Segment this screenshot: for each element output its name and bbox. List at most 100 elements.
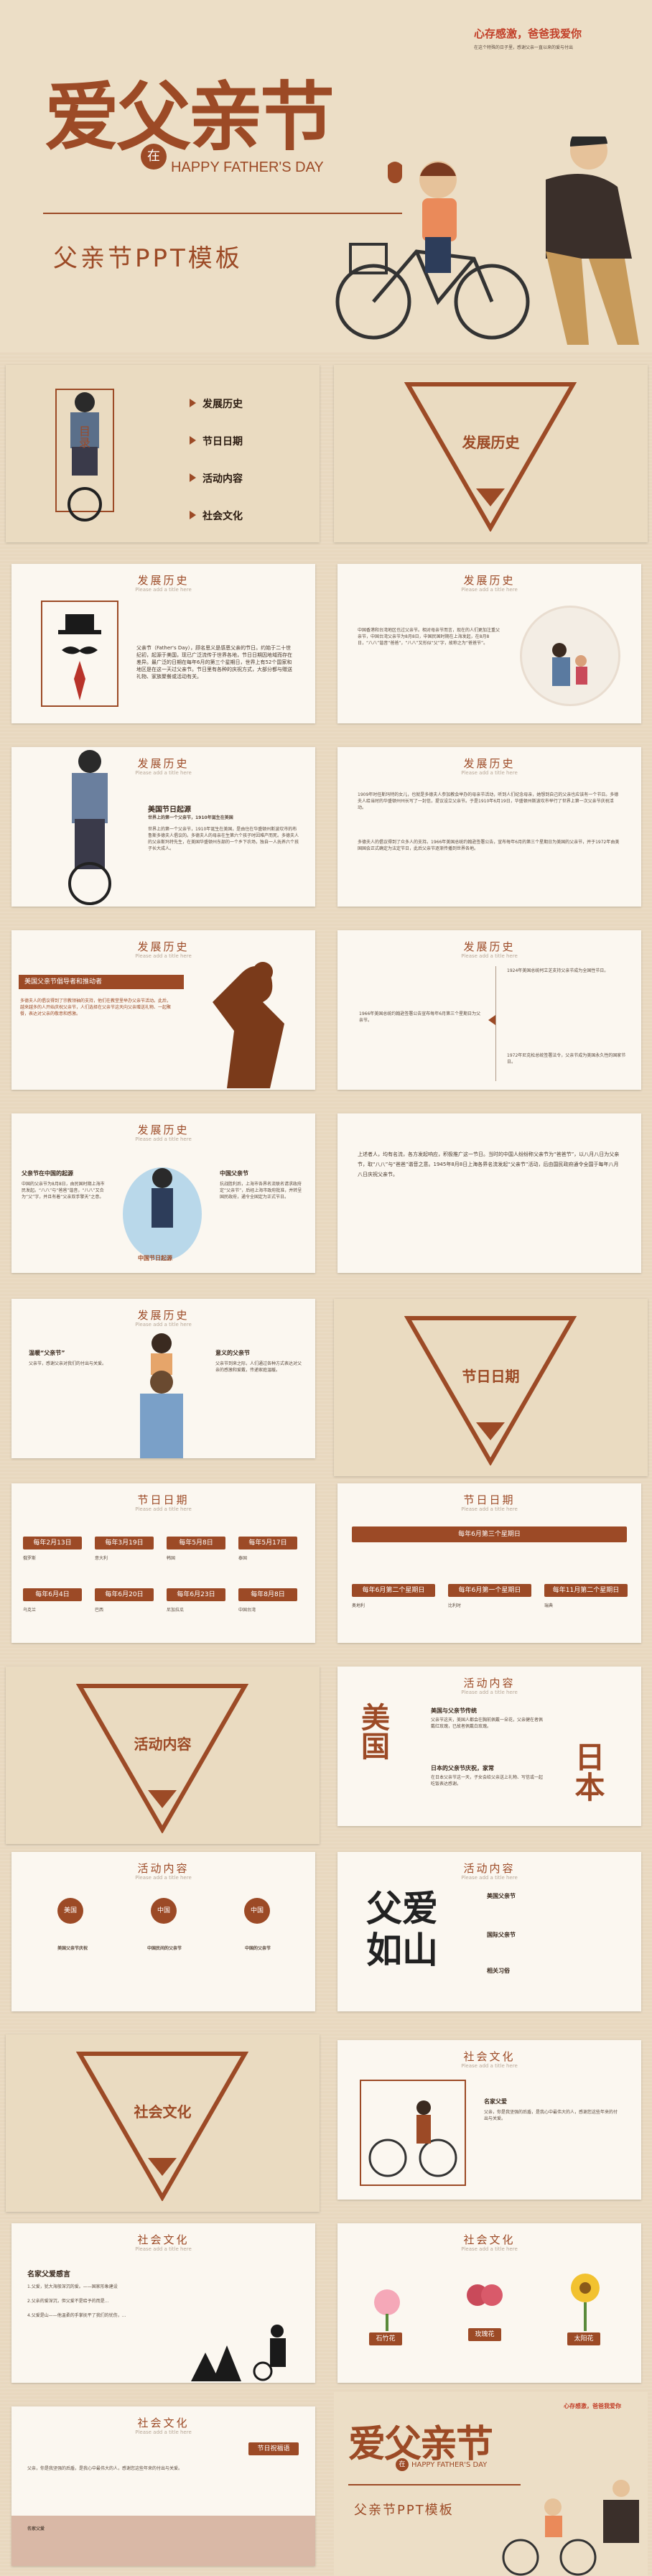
date-pill: 每年6月第一个星期日 (448, 1584, 531, 1597)
section-dates-slide: 节日日期 (334, 1299, 648, 1476)
slide-subtitle: Please add a title here (135, 1136, 192, 1142)
cover-divider (43, 213, 402, 214)
triangle-frame-icon (404, 1316, 577, 1465)
rose-flower-icon (467, 2284, 503, 2306)
date-pill: 每年5月8日 (167, 1537, 225, 1549)
circle-photo (520, 606, 620, 706)
activity-title: 中国民间的父亲节 (146, 1946, 182, 1951)
end-badge: 在 (396, 2458, 409, 2471)
mood-footer-bar (11, 2516, 315, 2566)
right-title: 美国父亲节 (487, 1893, 516, 1899)
end-slogan: 心存感激，爸爸我爱你 (564, 2403, 621, 2409)
flower-label: 太阳花 (567, 2332, 600, 2345)
cover-title-art: 爱父亲节 (45, 73, 335, 161)
section-history-title: 发展历史 (462, 434, 520, 451)
slide-title: 节日日期 (137, 1493, 190, 1506)
right-title: 国际父亲节 (487, 1932, 516, 1938)
date-country: 俄罗斯 (23, 1556, 37, 1561)
slide-title: 发展历史 (463, 757, 516, 770)
origin-sub: 世界上的第一个父亲节，1910年诞生在美国 (148, 815, 233, 820)
origin-body: 世界上的第一个父亲节，1910年诞生在美国，是由住在华盛顿州斯波坎市的布鲁斯多德… (148, 827, 299, 851)
slide-subtitle: Please add a title here (135, 1322, 192, 1328)
mood-body: 父亲，你是我坚强的后盾，是我心中最伟大的人，感谢您这些年来的付出与关爱。 (27, 2466, 183, 2471)
section-culture-title: 社会文化 (134, 2103, 192, 2121)
red-body: 多德夫人的倡议得到了宗教领袖的支持，他们在教堂里举办父亲节活动。此后，越来越多的… (20, 999, 172, 1016)
date-country: 乌克兰 (23, 1608, 37, 1613)
china-right-title: 中国父亲节 (220, 1170, 248, 1177)
end-english: HAPPY FATHER'S DAY (411, 2461, 488, 2469)
triangle-frame-icon (76, 1684, 248, 1833)
slide-title: 发展历史 (463, 574, 516, 587)
slide-title: 节日日期 (463, 1493, 516, 1506)
cover-decor-icon (388, 162, 402, 183)
section-history-slide: 发展历史 (334, 365, 648, 542)
bike-title: 名家父爱 (484, 2098, 507, 2105)
father-carry-child-illustration (68, 750, 111, 905)
cover-slide: 爱父亲节 在 HAPPY FATHER'S DAY 父亲节PPT模板 心存感激，… (0, 0, 652, 352)
cover-badge: 在 (141, 144, 167, 170)
right-title: 相关习俗 (487, 1968, 510, 1974)
activities-circles-slide: 活动内容 Please add a title here 美国 中国 中国 美国… (11, 1852, 315, 2011)
silhouette-family-bike (191, 2325, 286, 2381)
cover-slogan-small: 在这个特殊的日子里，感谢父亲一直以来的爱与付出 (474, 45, 574, 50)
date-country: 韩国 (167, 1556, 176, 1561)
father-daughter-illustration (552, 643, 587, 686)
date-pill: 每年5月17日 (238, 1537, 297, 1549)
dates-grid-slide: 节日日期 Please add a title here 每年2月13日 每年3… (11, 1483, 315, 1643)
flower-label: 石竹花 (369, 2332, 402, 2345)
kid-body: 父亲节，感谢父亲对我们的付出与关爱。 (29, 1361, 107, 1366)
history-taiwan-slide: 发展历史 Please add a title here 中国香港和台湾地区也过… (337, 564, 641, 723)
slide-subtitle: Please add a title here (461, 1875, 518, 1881)
slide-subtitle: Please add a title here (135, 2429, 192, 2435)
date-country: 巴西 (95, 1608, 104, 1613)
us-big-char: 美国 (356, 1702, 390, 1760)
slide-title: 社会文化 (463, 2050, 516, 2063)
cover-subtitle: 父亲节PPT模板 (53, 244, 243, 273)
slide-subtitle: Please add a title here (135, 1506, 192, 1512)
slide-subtitle: Please add a title here (135, 587, 192, 593)
china-right-body: 抗战胜利后，上海市各界名流联名请求政府定“父亲节”，后经上海市政府批准，并转呈国… (220, 1182, 302, 1200)
father-child-bike-illustration (335, 136, 639, 345)
mood-tag: 节日祝福语 (248, 2442, 299, 2455)
date-pill: 每年11月第二个星期日 (544, 1584, 628, 1597)
slide-subtitle: Please add a title here (135, 2246, 192, 2252)
toc-item-history[interactable]: 发展历史 (190, 397, 243, 411)
slide-subtitle: Please add a title here (461, 2063, 518, 2069)
history-paragraph-slide: 上述者人，均有名流，各方发起响应，积极推广这一节日。当时的中国人纷纷称父亲节为“… (337, 1113, 641, 1273)
sunflower-icon (571, 2274, 600, 2331)
section-dates-title: 节日日期 (462, 1368, 520, 1385)
wide-body-1: 1909年时任斯玛特的女儿，也就是多德夫人参加教会举办的母亲节活动，听到人们纪念… (358, 792, 619, 810)
carnation-flower-icon (374, 2289, 400, 2331)
end-title-art: 爱父亲节 (348, 2422, 493, 2466)
jp-body: 在日本父亲节这一天，子女会给父亲送上礼物、写信或一起吃饭表达感谢。 (431, 1775, 544, 1787)
cover-english: HAPPY FATHER'S DAY (171, 159, 324, 175)
date-country: 奥地利 (352, 1603, 365, 1608)
slide-title: 社会文化 (463, 2233, 516, 2246)
activity-circle: 中国 (151, 1898, 177, 1924)
date-banner: 每年6月第三个星期日 (352, 1526, 627, 1542)
child-on-shoulders-illustration (140, 1333, 183, 1458)
slide-title: 发展历史 (463, 940, 516, 953)
father-wheelchair-illustration (123, 1167, 202, 1261)
toc-item-culture[interactable]: 社会文化 (190, 509, 243, 523)
history-timeline-slide: 发展历史 Please add a title here 1924年美国总统柯立… (337, 930, 641, 1090)
date-country: 尼加拉瓜 (167, 1608, 185, 1613)
china-caption: 中国节日起源 (138, 1255, 172, 1261)
china-left-body: 中国的父亲节为8月8日，由民国时期上海市民发起。“八八”与“爸爸”谐音，“八八”… (22, 1182, 105, 1200)
date-pill: 每年6月23日 (167, 1588, 225, 1601)
slide-subtitle: Please add a title here (461, 770, 518, 776)
triangle-frame-icon (76, 2052, 248, 2201)
kid-right-body: 父亲节到来之际，人们通过各种方式表达对父亲的感激和爱戴，传递家庭温暖。 (215, 1361, 302, 1373)
mustache-tie-icon (41, 601, 118, 707)
flower-label: 玫瑰花 (468, 2328, 501, 2341)
toc-item-dates[interactable]: 节日日期 (190, 434, 243, 448)
timeline-arrow-icon (488, 1015, 495, 1025)
slide-title: 社会文化 (137, 2233, 190, 2246)
date-country: 瑞典 (544, 1603, 554, 1608)
toc-item-activities[interactable]: 活动内容 (190, 471, 243, 486)
activity-circle: 美国 (57, 1898, 83, 1924)
quote-title: 名家父爱感言 (27, 2271, 70, 2279)
slide-title: 发展历史 (137, 940, 190, 953)
section-activities-title: 活动内容 (134, 1736, 192, 1753)
date-pill: 每年6月第二个星期日 (352, 1584, 435, 1597)
